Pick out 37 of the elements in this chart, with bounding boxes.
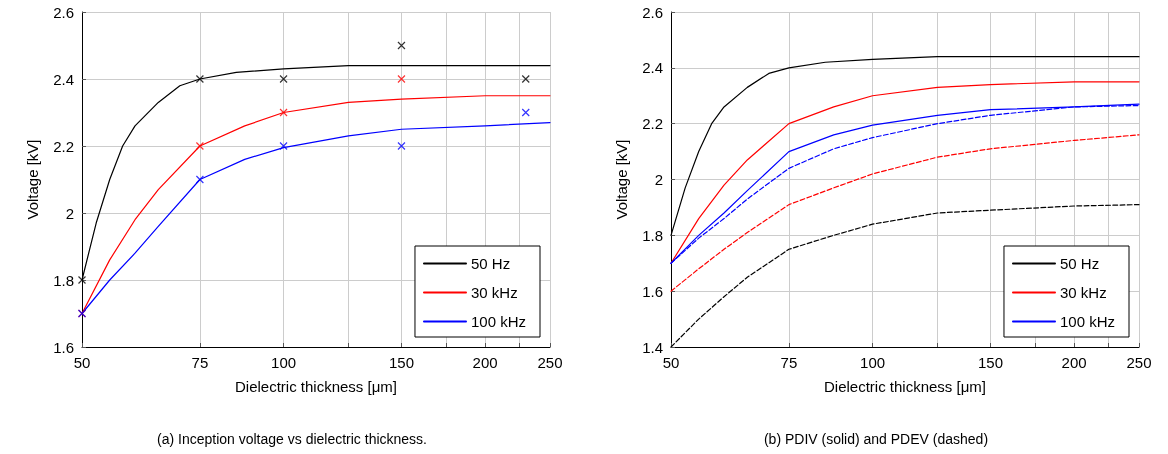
- legend-label: 100 kHz: [1059, 313, 1115, 330]
- x-axis-title: Dielectric thickness [μm]: [823, 378, 987, 395]
- y-tick-label: 2: [65, 204, 74, 222]
- x-tick-label: 50: [73, 354, 91, 371]
- x-tick-label: 200: [472, 354, 498, 371]
- y-tick-label: 1.8: [53, 271, 74, 289]
- x-axis-title: Dielectric thickness [μm]: [234, 378, 398, 395]
- y-tick-label: 2.2: [642, 115, 663, 133]
- x-tick-label: 100: [271, 354, 297, 371]
- y-tick-label: 1.8: [642, 226, 663, 244]
- y-tick-label: 1.6: [53, 338, 74, 356]
- y-tick-label: 2.4: [642, 59, 663, 77]
- x-tick-label: 50: [662, 354, 680, 371]
- y-tick-label: 2.4: [53, 70, 74, 88]
- x-tick-label: 75: [780, 354, 798, 371]
- text: (a) Inception voltage vs dielectric thickness.: [156, 431, 428, 447]
- y-tick-label: 1.6: [642, 282, 663, 300]
- y-tick-label: 2: [654, 171, 663, 188]
- x-tick-label: 150: [388, 354, 414, 371]
- y-axis-title: Voltage [kV]: [613, 139, 630, 220]
- legend-label: 100 kHz: [470, 313, 526, 330]
- x-tick-label: 150: [977, 354, 1003, 371]
- y-tick-label: 2.6: [642, 3, 663, 21]
- x-tick-label: 200: [1061, 354, 1087, 371]
- x-tick-label: 250: [1126, 354, 1152, 371]
- x-tick-label: 75: [191, 354, 209, 371]
- y-tick-label: 1.4: [642, 338, 663, 356]
- y-tick-label: 2.2: [53, 137, 74, 155]
- text: (b) PDIV (solid) and PDEV (dashed): [763, 431, 989, 447]
- x-tick-label: 100: [860, 354, 886, 371]
- legend-label: 50 Hz: [470, 255, 511, 272]
- legend-label: 30 kHz: [470, 284, 518, 301]
- legend-label: 50 Hz: [1059, 255, 1100, 272]
- x-tick-label: 250: [537, 354, 563, 371]
- y-axis-title: Voltage [kV]: [24, 139, 41, 220]
- y-tick-label: 2.6: [53, 3, 74, 21]
- legend-label: 30 kHz: [1059, 284, 1107, 301]
